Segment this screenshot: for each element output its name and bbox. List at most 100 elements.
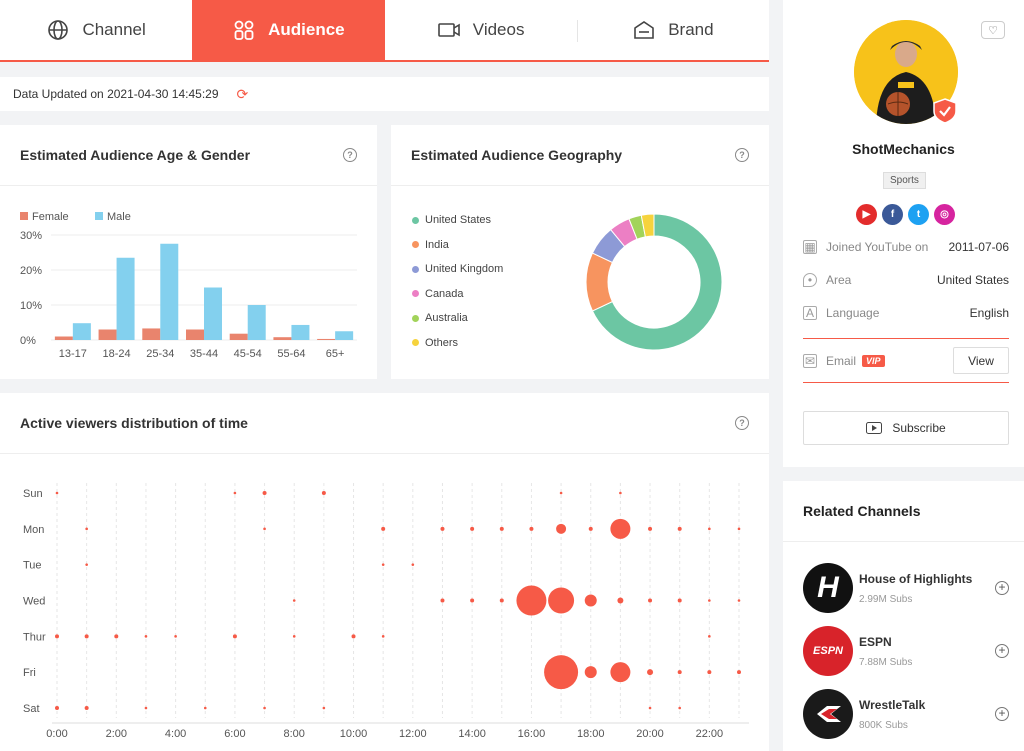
facebook-icon[interactable]: f	[882, 204, 903, 225]
audience-icon	[234, 20, 254, 40]
x-tick-label: 0:00	[46, 728, 67, 740]
x-tick-label: 45-54	[234, 348, 262, 360]
y-tick-label: 30%	[20, 230, 42, 242]
age-gender-card: Estimated Audience Age & Gender ? Female…	[0, 125, 377, 379]
help-icon[interactable]: ?	[343, 148, 357, 162]
day-label: Wed	[23, 596, 45, 608]
tab-brand[interactable]: Brand	[576, 0, 769, 60]
bubble-point	[677, 526, 682, 531]
tab-videos[interactable]: Videos	[385, 0, 577, 60]
related-channel-item[interactable]: H House of Highlights 2.99M Subs +	[803, 563, 1009, 613]
x-tick-label: 35-44	[190, 348, 218, 360]
add-circle-icon[interactable]: +	[995, 707, 1009, 721]
joined-row: ▦ Joined YouTube on 2011-07-06	[803, 240, 1009, 254]
house-of-highlights-avatar: H	[803, 563, 853, 613]
donut-slice	[585, 252, 614, 312]
bubble-point	[470, 598, 475, 603]
bar	[204, 287, 222, 340]
legend-label: Male	[107, 211, 131, 223]
x-tick-label: 22:00	[696, 728, 724, 740]
category-tag[interactable]: Sports	[883, 172, 926, 189]
x-tick-label: 16:00	[518, 728, 546, 740]
bubble-point	[610, 518, 631, 539]
mail-icon: ✉	[803, 354, 817, 368]
help-icon[interactable]: ?	[735, 416, 749, 430]
bubble-point	[708, 635, 711, 638]
bar	[273, 337, 292, 340]
favorite-heart-icon[interactable]: ♡	[981, 21, 1005, 39]
bar	[54, 336, 73, 340]
related-channel-name: House of Highlights	[859, 571, 973, 586]
twitter-icon[interactable]: t	[908, 204, 929, 225]
bubble-point	[588, 526, 593, 531]
tab-audience[interactable]: Audience	[192, 0, 385, 60]
bar	[291, 324, 310, 340]
youtube-icon[interactable]: ▶	[856, 204, 877, 225]
day-label: Sat	[23, 703, 40, 715]
time-bubble-chart: Sun Mon Tue Wed Thur Fri Sat 0:00 2:00 4:00 6:00 8:…	[23, 483, 749, 740]
legend-item[interactable]: United States	[412, 208, 503, 233]
day-label: Mon	[23, 524, 44, 536]
related-channel-item[interactable]: WrestleTalk 800K Subs +	[803, 689, 1009, 739]
legend-item[interactable]: Australia	[412, 306, 503, 331]
bubble-point	[529, 526, 534, 531]
x-tick-label: 2:00	[106, 728, 127, 740]
bubble-point	[707, 670, 712, 675]
bubble-point	[55, 491, 59, 495]
bubble-point	[84, 706, 89, 710]
wrestletalk-avatar	[803, 689, 853, 739]
related-channel-subs: 7.88M Subs	[859, 656, 913, 668]
y-tick-label: 10%	[20, 300, 42, 312]
related-channel-subs: 800K Subs	[859, 719, 908, 731]
bubble-point	[619, 491, 622, 495]
x-tick-label: 6:00	[224, 728, 245, 740]
refresh-icon[interactable]: ⟳	[236, 85, 249, 102]
bubble-point	[144, 635, 148, 638]
area-row: • Area United States	[803, 273, 1009, 287]
view-email-button[interactable]: View	[953, 347, 1009, 374]
bar	[186, 329, 204, 340]
bubble-point	[544, 655, 579, 690]
legend-item[interactable]: Others	[412, 331, 503, 356]
bubble-point	[559, 491, 563, 495]
bubble-point	[499, 526, 504, 531]
email-label: Email	[826, 354, 857, 368]
x-tick-label: 8:00	[284, 728, 305, 740]
joined-label: Joined YouTube on	[826, 240, 929, 254]
legend-item[interactable]: India	[412, 233, 503, 258]
bubble-point	[584, 666, 597, 679]
bubble-point	[584, 594, 597, 607]
x-tick-label: 25-34	[146, 348, 174, 360]
bar	[98, 329, 117, 340]
bubble-point	[516, 585, 547, 616]
card-title: Estimated Audience Geography	[411, 147, 623, 163]
related-channel-item[interactable]: ESPN ESPN 7.88M Subs +	[803, 626, 1009, 676]
subscribe-label: Subscribe	[892, 421, 946, 435]
bubble-point	[84, 634, 89, 639]
day-label: Sun	[23, 488, 43, 500]
legend-item[interactable]: United Kingdom	[412, 257, 503, 282]
bubble-point	[647, 669, 654, 676]
x-tick-label: 13-17	[59, 348, 87, 360]
related-title: Related Channels	[783, 481, 1024, 542]
tab-channel[interactable]: Channel	[0, 0, 192, 60]
donut-slice	[591, 213, 723, 351]
help-icon[interactable]: ?	[735, 148, 749, 162]
bubble-point	[470, 526, 475, 531]
subscribe-button[interactable]: Subscribe	[803, 411, 1009, 445]
x-tick-label: 12:00	[399, 728, 427, 740]
x-tick-label: 4:00	[165, 728, 186, 740]
x-tick-label: 20:00	[636, 728, 664, 740]
data-updated-bar: Data Updated on 2021-04-30 14:45:29 ⟳	[0, 77, 769, 111]
related-channel-name: ESPN	[859, 634, 892, 649]
add-circle-icon[interactable]: +	[995, 644, 1009, 658]
bar	[72, 323, 91, 340]
instagram-icon[interactable]: ◎	[934, 204, 955, 225]
vip-badge: VIP	[862, 355, 885, 367]
geo-legend: United States India United Kingdom Canad…	[412, 208, 503, 355]
add-circle-icon[interactable]: +	[995, 581, 1009, 595]
bubble-point	[548, 587, 575, 614]
language-row: A Language English	[803, 306, 1009, 320]
legend-swatch	[95, 212, 103, 220]
legend-item[interactable]: Canada	[412, 282, 503, 307]
